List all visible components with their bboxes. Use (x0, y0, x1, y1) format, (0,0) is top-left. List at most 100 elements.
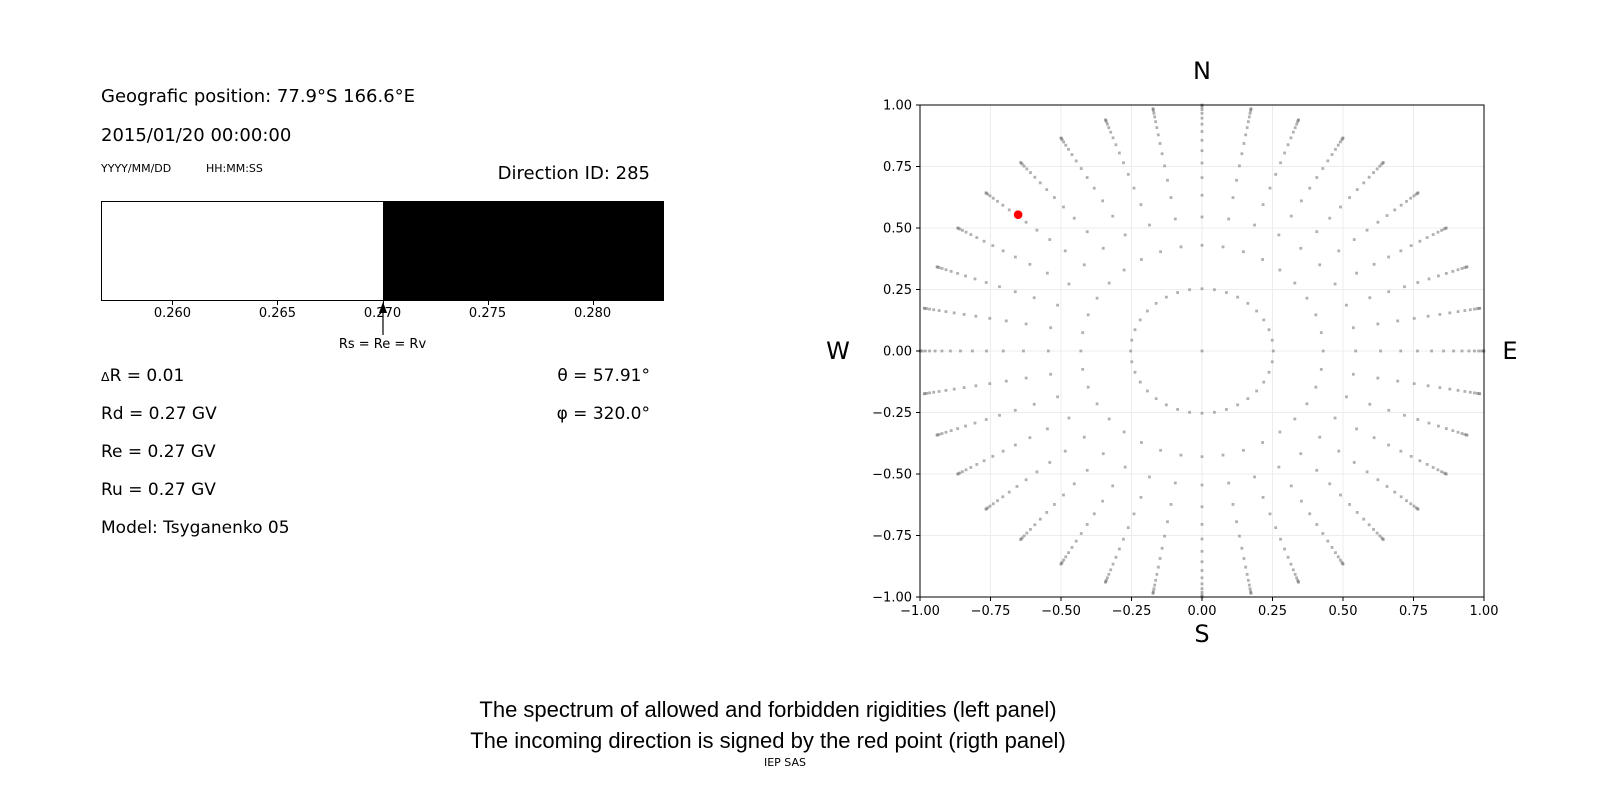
direction-dot (1236, 403, 1240, 407)
direction-dot (1081, 367, 1085, 371)
direction-dot (1444, 427, 1448, 430)
direction-dot (1340, 138, 1344, 142)
direction-dot (1431, 466, 1435, 469)
direction-dot (1387, 255, 1391, 259)
x-tick-label: −0.75 (971, 604, 1011, 619)
direction-dot (1227, 217, 1231, 221)
direction-dot (1242, 250, 1245, 254)
direction-dot (1362, 181, 1366, 185)
direction-dot (1336, 555, 1340, 559)
direction-dot (1444, 226, 1448, 230)
direction-dot (1244, 133, 1248, 137)
credit-label: IEP SAS (763, 756, 807, 769)
direction-dot (1062, 558, 1066, 562)
direction-dot (1463, 309, 1467, 312)
direction-dot (1348, 196, 1351, 199)
direction-dot (1426, 314, 1430, 318)
direction-dot (1253, 223, 1256, 227)
direction-dot (1154, 301, 1158, 305)
direction-dot (1166, 520, 1169, 524)
direction-dot (1452, 349, 1456, 353)
direction-dot (1007, 490, 1011, 494)
direction-dot (1379, 349, 1382, 353)
direction-dot (956, 472, 960, 476)
direction-dot (1212, 288, 1216, 292)
direction-dot (1318, 435, 1322, 439)
direction-dot (964, 468, 968, 472)
direction-dot (1024, 322, 1028, 326)
direction-dot (1046, 349, 1050, 353)
direction-dot (1028, 436, 1032, 440)
direction-dot (1173, 481, 1177, 485)
direction-dot (1283, 151, 1287, 155)
direction-dot (1169, 196, 1173, 200)
direction-dot (1079, 532, 1083, 535)
direction-dot (1200, 505, 1204, 509)
direction-dot (1268, 512, 1272, 516)
direction-dot (1056, 303, 1060, 307)
direction-dot (1107, 281, 1111, 285)
direction-dot (1231, 502, 1235, 506)
direction-dot (1169, 502, 1173, 506)
direction-dot (1412, 316, 1416, 320)
direction-dot (1255, 389, 1259, 393)
direction-dot (1333, 416, 1337, 420)
direction-dot (1409, 196, 1413, 200)
direction-dot (1333, 282, 1337, 286)
spectrum-tick-label: 0.270 (363, 306, 402, 321)
direction-dot (1081, 331, 1085, 335)
direction-dot (1253, 475, 1256, 479)
direction-dot (948, 349, 952, 353)
direction-dot (1085, 176, 1089, 179)
direction-dot (952, 387, 956, 391)
datetime-label: 2015/01/20 00:00:00 (101, 125, 292, 146)
direction-dot (1262, 380, 1266, 384)
direction-dot (1352, 461, 1356, 464)
direction-dot (1139, 495, 1143, 499)
direction-dot (1221, 245, 1225, 249)
phi-value: φ = 320.0° (556, 404, 650, 424)
direction-dot (1062, 140, 1066, 144)
direction-dot (1444, 472, 1448, 476)
direction-dot (1200, 483, 1204, 487)
direction-dot (1448, 387, 1452, 391)
direction-dot (1247, 115, 1251, 119)
direction-dot (940, 432, 944, 435)
direction-dot (1235, 520, 1238, 524)
direction-dot (1355, 271, 1359, 275)
direction-dot (1440, 228, 1444, 232)
direction-dot (1111, 484, 1115, 488)
direction-dot (940, 349, 944, 353)
direction-dot (1045, 188, 1049, 191)
direction-dot (1176, 291, 1180, 294)
direction-dot (1048, 461, 1052, 464)
direction-dot (1156, 133, 1160, 137)
direction-dot (1033, 523, 1037, 527)
x-tick-label: −1.00 (900, 604, 940, 619)
direction-dot (1274, 172, 1278, 176)
direction-dot (1001, 249, 1005, 253)
direction-dot (1079, 167, 1083, 170)
direction-dot (1176, 408, 1180, 411)
direction-dot (1412, 504, 1416, 508)
direction-dot (1291, 130, 1295, 134)
direction-dot (1022, 164, 1026, 168)
direction-dot (1279, 537, 1282, 541)
direction-dot (1092, 512, 1096, 516)
direction-dot (956, 427, 960, 430)
direction-dot (1326, 159, 1330, 163)
direction-dot (1154, 397, 1158, 401)
direction-dot (1024, 376, 1028, 380)
caption-line-2: The incoming direction is signed by the … (470, 728, 1066, 753)
direction-dot (1427, 421, 1431, 425)
direction-dot (1467, 349, 1471, 353)
direction-dot (1355, 511, 1359, 514)
direction-dot (1151, 591, 1155, 595)
direction-dot (1133, 370, 1137, 374)
direction-dot (1022, 534, 1026, 538)
direction-dot (1032, 296, 1036, 300)
direction-dot (996, 499, 999, 503)
direction-dot (1376, 376, 1380, 380)
delta-symbol: Δ (101, 369, 110, 384)
direction-dot (1015, 485, 1019, 488)
